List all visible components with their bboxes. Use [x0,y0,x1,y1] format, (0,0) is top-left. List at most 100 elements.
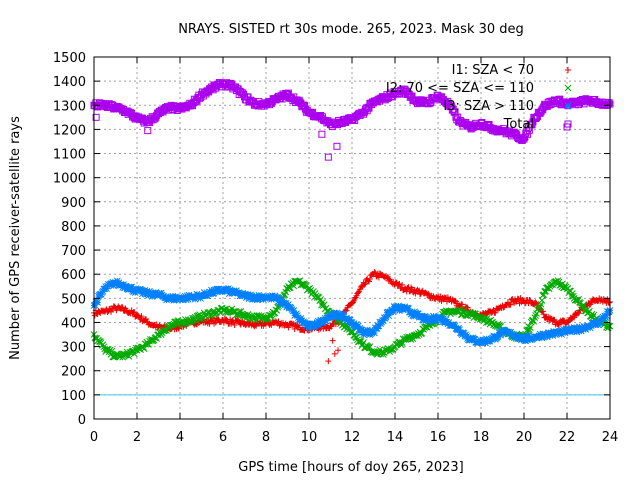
y-axis-label: Number of GPS receiver-satellite rays [8,116,23,360]
data-sample [404,285,411,292]
data-sample [340,311,348,318]
data-sample [551,316,558,323]
data-sample [425,290,432,297]
data-sample [184,101,192,109]
data-sample [270,294,278,302]
x-tick-label: 4 [176,430,184,445]
data-sample [408,309,416,317]
data-sample [430,312,437,320]
legend-marker [565,67,571,73]
data-sample [224,287,231,294]
data-sample [366,276,373,283]
data-sample [255,291,263,299]
data-sample [586,324,594,332]
data-sample [522,337,530,345]
data-sample [530,317,538,325]
outlier-point [333,142,341,150]
y-tick-label: 800 [61,220,86,235]
data-sample [526,324,534,331]
data-sample [573,328,581,336]
y-tick-label: 1200 [53,123,86,138]
data-sample [388,306,396,314]
data-sample [405,305,412,312]
data-sample [314,317,322,325]
data-sample [532,299,539,306]
data-sample [426,291,433,298]
y-tick-label: 1300 [53,99,86,114]
data-sample [283,303,290,311]
grid-layer [94,57,610,419]
data-sample [399,306,407,314]
data-sample [298,317,306,325]
data-sample [257,295,264,303]
data-sample [409,286,416,293]
data-sample [440,315,447,322]
outlier-point [144,127,152,135]
data-sample [130,350,138,358]
data-sample [498,327,505,335]
data-sample [380,351,387,358]
data-sample [455,324,462,332]
data-sample [389,346,397,353]
x-axis-label: GPS time [hours of doy 265, 2023] [238,460,463,475]
data-sample [527,334,535,342]
data-sample [142,291,150,298]
data-sample [475,338,483,346]
outlier-point [318,130,326,138]
data-sample [99,287,107,295]
data-sample [128,283,135,291]
data-sample [536,303,544,310]
data-sample [108,347,116,355]
data-sample [282,299,290,307]
data-sample [580,302,588,309]
data-sample [121,284,128,292]
data-sample [582,326,590,333]
data-sample [492,309,499,316]
chart-title: NRAYS. SISTED rt 30s mode. 265, 2023. Ma… [178,22,524,37]
data-sample [507,301,514,308]
data-sample [351,295,358,302]
data-sample [486,307,493,314]
data-sample [271,292,279,300]
data-sample [432,317,440,324]
data-sample [560,326,568,334]
data-sample [285,324,292,331]
data-sample [382,313,390,321]
data-sample [142,316,149,323]
y-tick-label: 200 [61,365,86,380]
data-sample [486,337,494,345]
data-sample [315,322,323,329]
data-sample [119,304,126,311]
data-sample [242,290,249,298]
y-tick-label: 300 [61,341,86,356]
data-sample [471,335,479,343]
series-1 [90,277,614,361]
data-sample [204,292,212,300]
data-sample [350,320,358,327]
data-sample [393,306,401,313]
data-sample [103,285,110,292]
data-sample [185,291,193,299]
data-sample [97,290,105,298]
y-tick-label: 1000 [53,172,86,187]
data-sample [371,268,378,275]
data-sample [497,331,505,339]
x-tick-label: 22 [559,430,576,445]
data-sample [584,322,591,330]
data-sample [312,321,320,329]
x-tick-label: 16 [430,430,447,445]
data-sample [215,285,222,293]
data-sample [459,301,466,308]
outlier-point [324,153,332,161]
x-tick-label: 2 [133,430,141,445]
outlier-point [331,350,338,357]
data-sample [538,334,546,342]
data-sample [153,321,160,328]
data-sample [565,325,573,332]
data-sample [532,312,539,319]
data-sample [343,307,350,314]
data-sample [606,299,613,306]
data-sample [233,287,240,294]
data-sample [396,280,403,287]
data-sample [605,308,613,316]
